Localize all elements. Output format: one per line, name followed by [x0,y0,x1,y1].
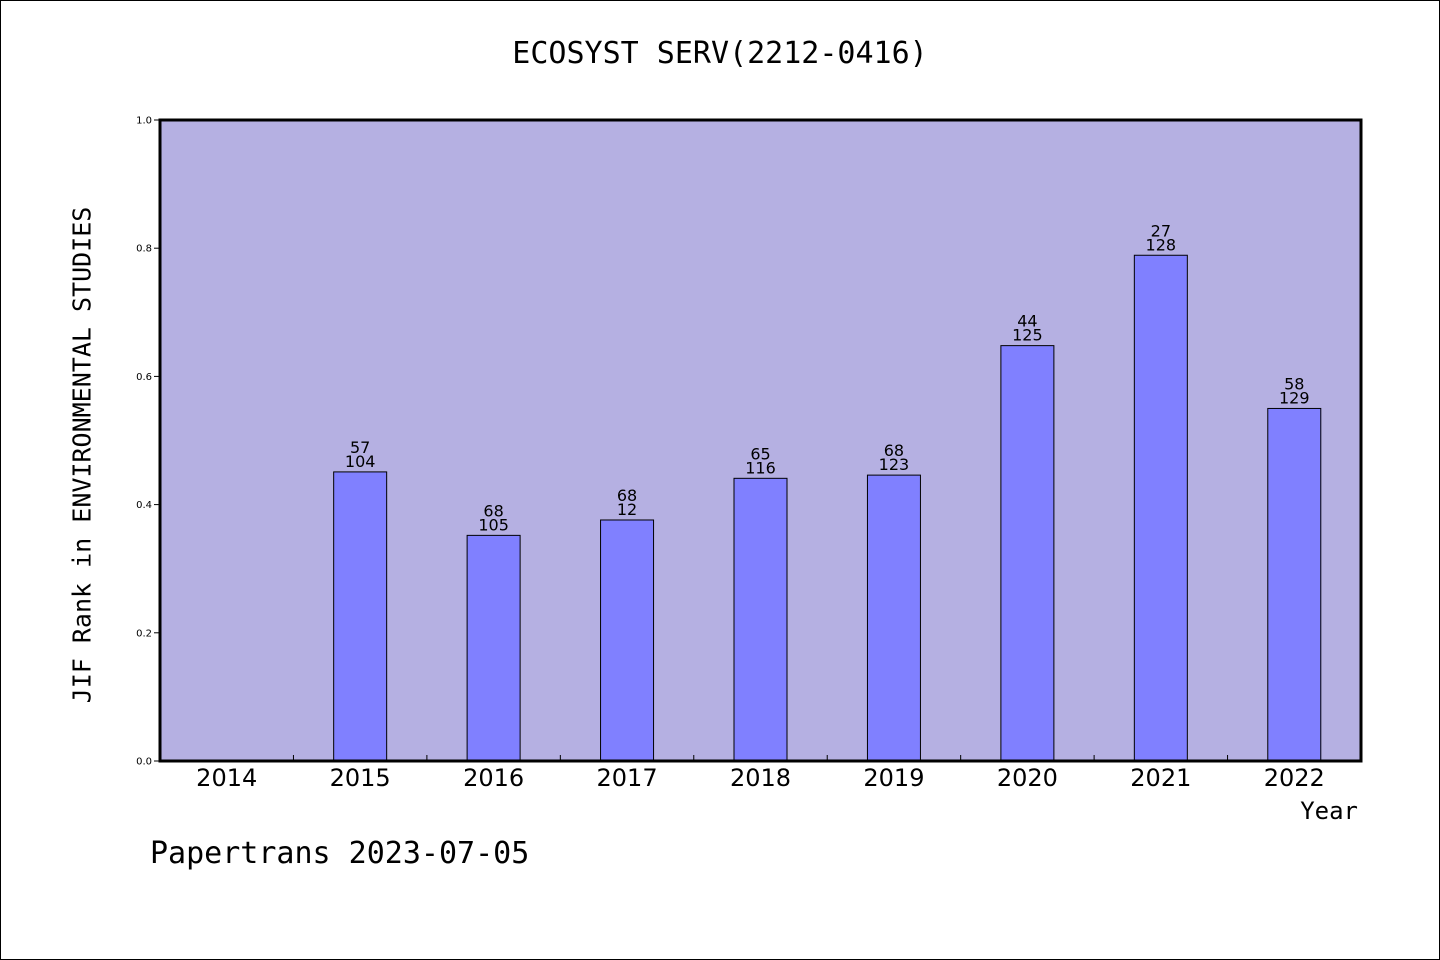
bar-total-label: 129 [1279,388,1310,407]
bar-rank-label: 57 [350,438,370,457]
bar [1000,345,1055,762]
y-tick-label: 0.4 [136,500,152,511]
x-tick-label: 2020 [997,764,1058,792]
bar [866,474,921,762]
bar-rank-label: 68 [617,486,637,505]
x-tick-label: 2014 [196,764,257,792]
bar-rank-label: 68 [483,501,503,520]
bar [333,471,388,762]
x-tick-label: 2019 [863,764,924,792]
bar-total-label: 104 [345,452,376,471]
x-tick-label: 2022 [1264,764,1325,792]
bar-rank-label: 44 [1017,312,1037,331]
x-tick-label: 2018 [730,764,791,792]
bar [600,519,655,762]
bar [1133,254,1188,762]
y-tick-label: 0.8 [136,244,152,255]
y-tick-label: 0.2 [136,628,152,639]
x-tick-label: 2017 [597,764,658,792]
chart-title: ECOSYST SERV(2212-0416) [512,36,928,71]
plot-border [158,118,1363,763]
x-tick-label: 2015 [330,764,391,792]
bar-total-label: 105 [478,515,509,534]
y-tick-label: 1.0 [136,116,152,127]
bar-total-label: 12 [617,500,637,519]
y-tick-label: 0.0 [136,757,152,768]
bar-total-label: 128 [1146,235,1177,254]
bar [733,477,788,762]
x-tick-label: 2016 [463,764,524,792]
footer-text: Papertrans 2023-07-05 [150,836,530,871]
bar-total-label: 123 [879,455,910,474]
bar-total-label: 116 [745,458,776,477]
bar [1267,407,1322,762]
x-tick-label: 2021 [1130,764,1191,792]
bar [466,534,521,762]
bar-rank-label: 68 [884,441,904,460]
bar-rank-label: 27 [1151,221,1171,240]
bar-rank-label: 65 [750,444,770,463]
bar-total-label: 125 [1012,326,1043,345]
bar-rank-label: 58 [1284,374,1304,393]
y-tick-label: 0.6 [136,372,152,383]
x-axis-label: Year [1300,797,1358,825]
